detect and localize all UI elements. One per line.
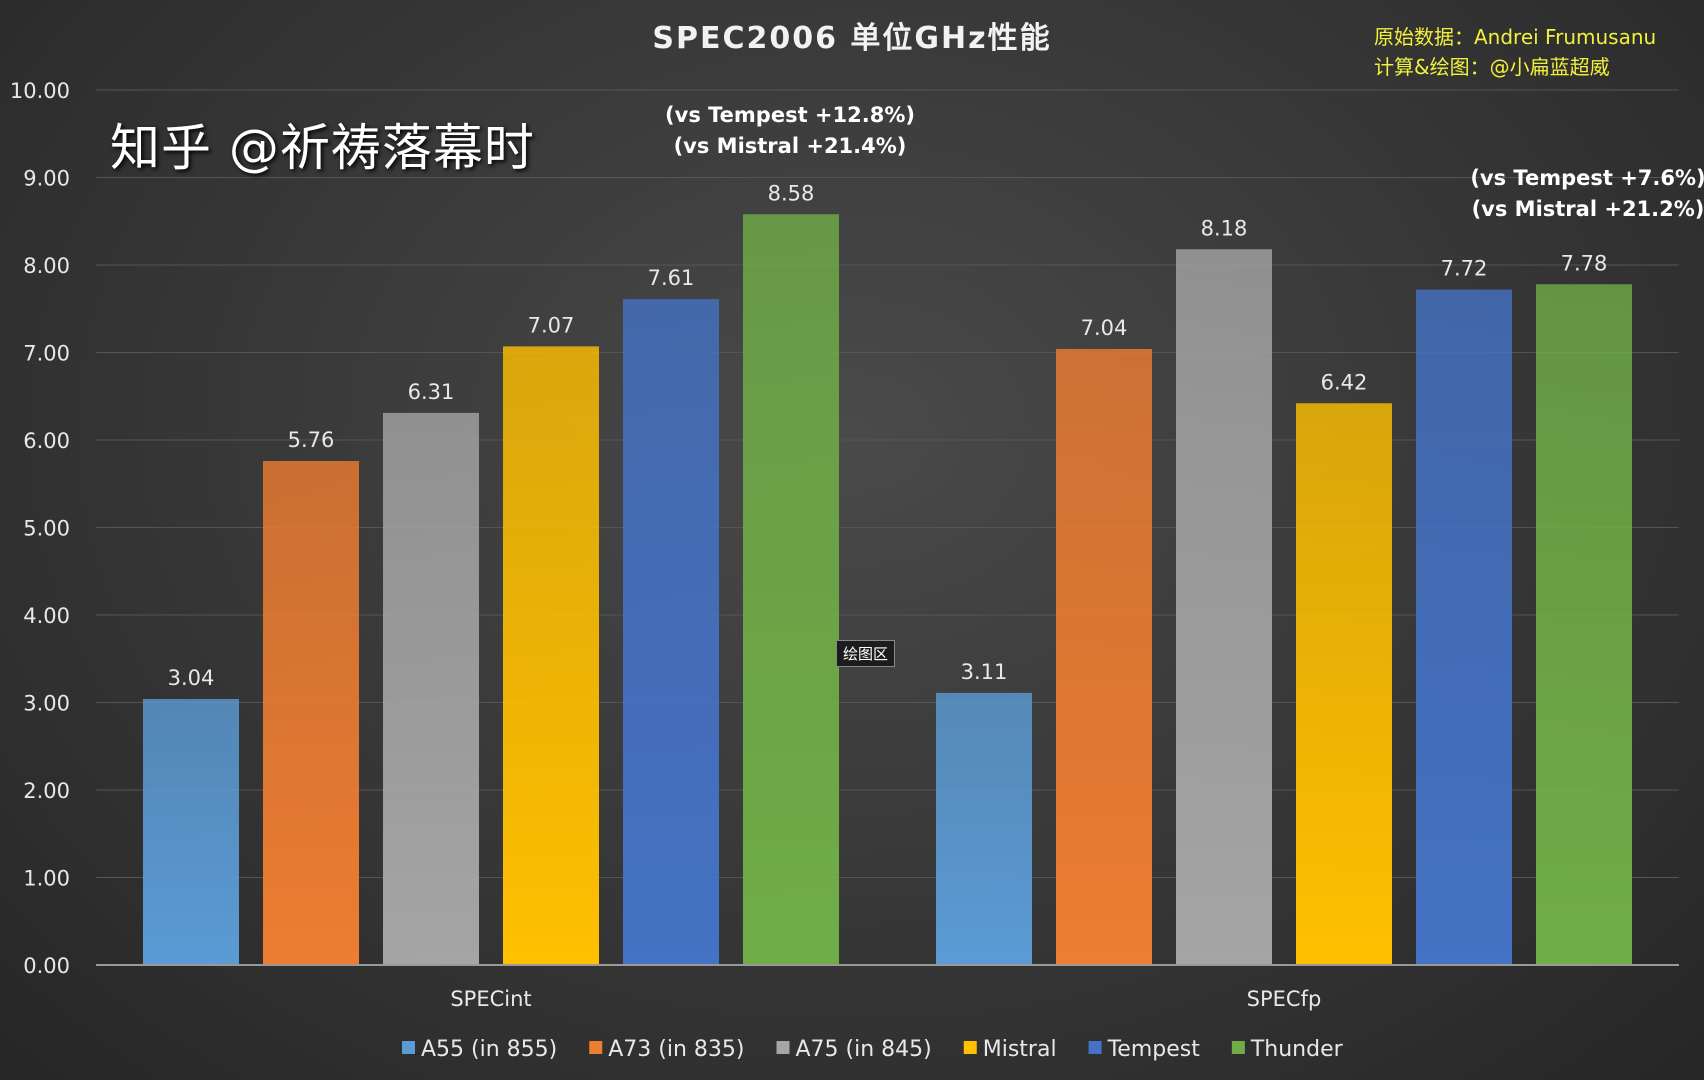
credit: 原始数据：Andrei Frumusanu 计算&绘图：@小扁蓝超威 [1374, 22, 1656, 82]
data-label: 7.72 [1441, 257, 1488, 281]
legend-label: A55 (in 855) [421, 1037, 557, 1062]
annotation: (vs Mistral +21.4%) [674, 134, 907, 158]
annotation: (vs Tempest +7.6%) [1470, 166, 1704, 190]
data-label: 7.07 [528, 313, 575, 337]
bar-thunder [1536, 284, 1632, 965]
bar-a55 [143, 699, 239, 965]
y-tick-label: 7.00 [23, 342, 70, 366]
y-tick-label: 0.00 [23, 954, 70, 978]
y-tick-label: 9.00 [23, 167, 70, 191]
data-label: 7.61 [648, 266, 695, 290]
legend-label: A75 (in 845) [796, 1037, 932, 1062]
bar-mistral [1296, 403, 1392, 965]
bar-a75 [383, 412, 479, 965]
data-label: 6.42 [1321, 370, 1368, 394]
credit-line-1: 原始数据：Andrei Frumusanu [1374, 25, 1657, 49]
legend-label: Mistral [983, 1037, 1057, 1062]
watermark: 知乎 @祈祷落幕时 [110, 119, 535, 177]
data-label: 3.04 [168, 666, 215, 690]
bar-tempest [623, 299, 719, 965]
data-label: 3.11 [961, 660, 1008, 684]
category-label: SPECint [450, 987, 531, 1011]
credit-line-2: 计算&绘图：@小扁蓝超威 [1374, 55, 1610, 79]
bar-thunder [743, 214, 839, 965]
y-tick-label: 2.00 [23, 779, 70, 803]
y-tick-label: 10.00 [10, 79, 70, 103]
y-tick-label: 4.00 [23, 604, 70, 628]
bar-tempest [1416, 289, 1512, 965]
legend-label: A73 (in 835) [608, 1037, 744, 1062]
legend-swatch [1231, 1041, 1245, 1054]
y-tick-label: 3.00 [23, 692, 70, 716]
chart-title: SPEC2006 单位GHz性能 [652, 21, 1051, 56]
bar-a55 [936, 692, 1032, 965]
data-label: 8.58 [768, 181, 815, 205]
annotation: (vs Tempest +12.8%) [665, 103, 915, 127]
legend-label: Thunder [1250, 1037, 1344, 1062]
legend-swatch [589, 1041, 603, 1054]
bar-a73 [263, 461, 359, 965]
annotation: (vs Mistral +21.2%) [1472, 197, 1704, 221]
y-tick-label: 5.00 [23, 517, 70, 541]
plot-area-tooltip: 绘图区 [836, 640, 896, 667]
category-label: SPECfp [1247, 987, 1322, 1011]
y-tick-label: 1.00 [23, 867, 70, 891]
bar-mistral [503, 346, 599, 965]
data-label: 7.04 [1081, 316, 1128, 340]
bar-a73 [1056, 349, 1152, 965]
y-tick-label: 8.00 [23, 254, 70, 278]
data-label: 5.76 [288, 428, 335, 452]
legend-swatch [402, 1041, 415, 1054]
legend-label: Tempest [1107, 1037, 1201, 1062]
data-label: 7.78 [1561, 251, 1608, 275]
legend-swatch [776, 1041, 790, 1054]
legend-swatch [963, 1041, 977, 1054]
bar-a75 [1176, 249, 1272, 965]
legend-swatch [1088, 1041, 1102, 1054]
data-label: 8.18 [1201, 216, 1248, 240]
data-label: 6.31 [408, 380, 455, 404]
y-tick-label: 6.00 [23, 429, 70, 453]
